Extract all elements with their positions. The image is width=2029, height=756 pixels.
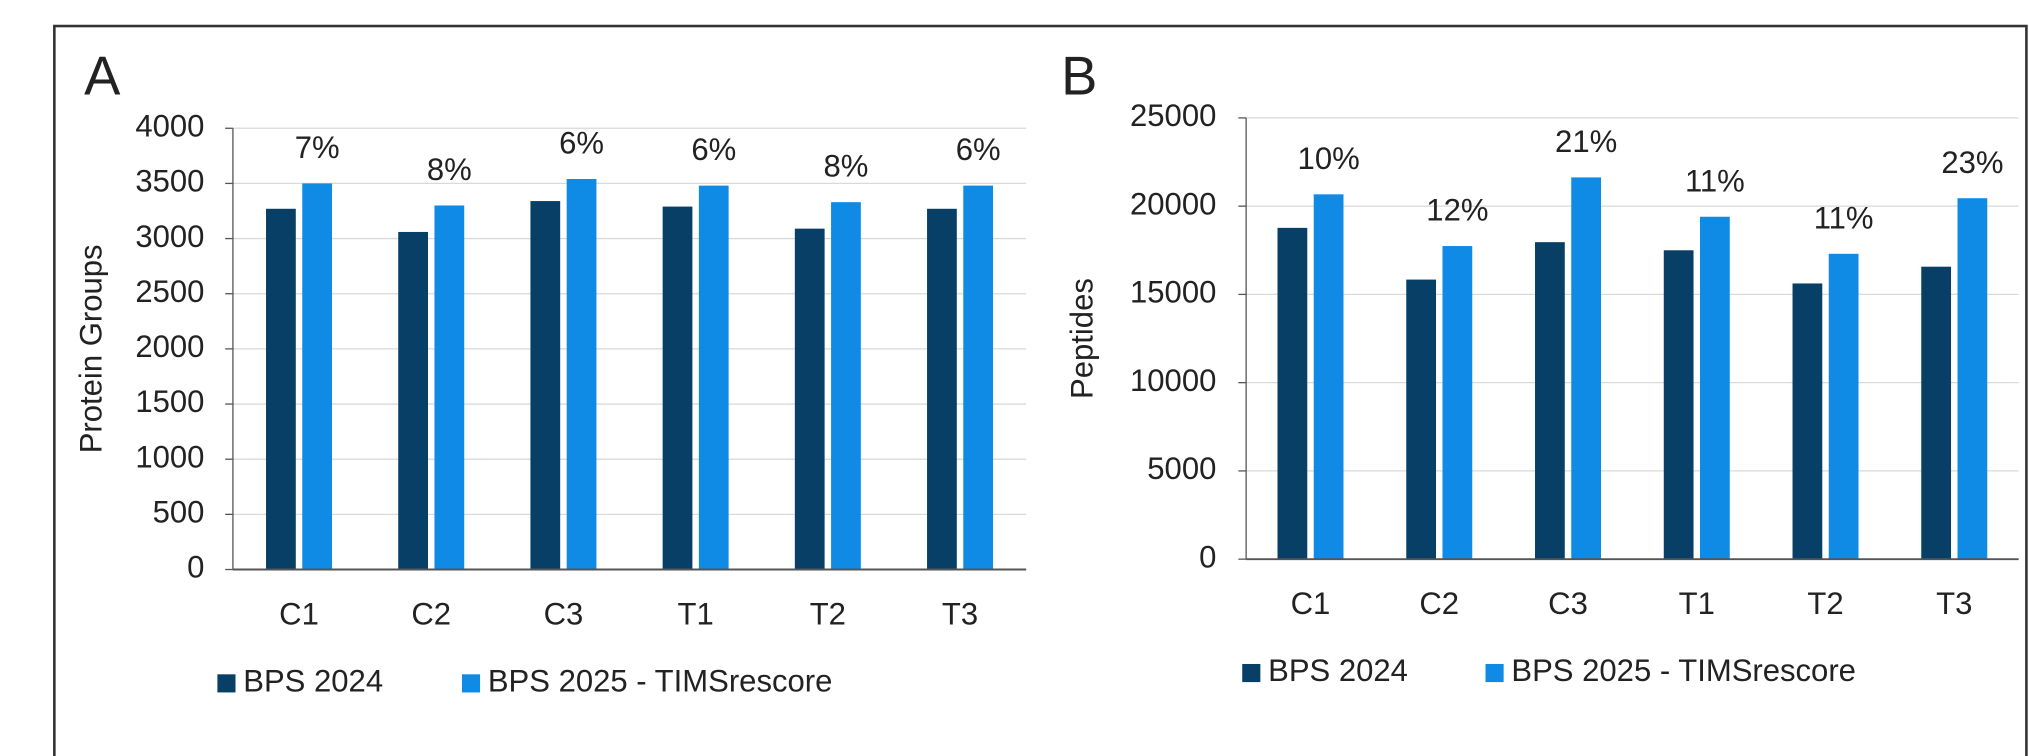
frame — [53, 24, 2028, 756]
percent-label: 6% — [559, 126, 604, 161]
y-tick-label: 1000 — [135, 439, 204, 474]
y-axis-label: Protein Groups — [73, 244, 108, 453]
percent-label: 8% — [824, 149, 869, 184]
legend-swatch — [1485, 663, 1504, 683]
bar — [927, 208, 957, 570]
bar — [1663, 250, 1694, 560]
x-tick-label: C1 — [1291, 586, 1331, 621]
x-tick-label: C3 — [1548, 586, 1588, 621]
legend-swatch — [461, 674, 481, 693]
bar — [1406, 279, 1437, 560]
legend-label: BPS 2024 — [1268, 653, 1408, 688]
bar — [266, 208, 296, 570]
y-tick-label: 1500 — [135, 384, 204, 419]
x-tick-label: C2 — [1419, 586, 1459, 621]
y-axis-label: Peptides — [1065, 278, 1100, 399]
percent-label: 10% — [1298, 141, 1360, 176]
bar — [302, 183, 333, 570]
y-tick-label: 5000 — [1147, 451, 1216, 486]
x-tick-label: T3 — [942, 596, 978, 631]
percent-label: 11% — [1685, 163, 1745, 198]
legend-swatch — [217, 674, 236, 693]
bar — [1921, 266, 1952, 560]
x-tick-label: T2 — [1807, 586, 1843, 621]
bar — [662, 206, 693, 570]
x-tick-label: C2 — [411, 596, 451, 631]
legend-swatch — [1242, 663, 1261, 683]
percent-label: 6% — [691, 132, 736, 167]
x-tick-label: C1 — [279, 596, 319, 631]
bar — [1699, 216, 1730, 560]
legend-label: BPS 2025 - TIMSrescore — [1511, 653, 1856, 688]
x-tick-label: T3 — [1936, 586, 1972, 621]
y-tick-label: 25000 — [1130, 98, 1216, 133]
bar — [1442, 246, 1473, 560]
y-tick-label: 4000 — [135, 108, 204, 143]
legend-label: BPS 2025 - TIMSrescore — [488, 664, 833, 699]
bar — [1828, 253, 1859, 560]
bar — [566, 179, 597, 570]
bar — [794, 228, 825, 570]
percent-label: 8% — [427, 152, 472, 187]
bar — [1313, 194, 1344, 560]
bar — [1571, 177, 1602, 560]
bar — [530, 201, 561, 570]
bar — [831, 202, 861, 570]
y-tick-label: 3000 — [135, 219, 204, 254]
y-tick-label: 15000 — [1130, 275, 1216, 310]
y-tick-label: 0 — [1199, 539, 1216, 574]
percent-label: 6% — [956, 132, 1001, 167]
y-tick-label: 3500 — [135, 164, 204, 199]
percent-label: 12% — [1426, 193, 1488, 228]
x-tick-label: T1 — [678, 596, 714, 631]
bar — [1957, 198, 1988, 560]
panel-label: B — [1061, 46, 1097, 107]
y-tick-label: 0 — [187, 550, 204, 585]
bar — [1535, 242, 1565, 560]
bar — [398, 231, 428, 570]
bar — [1792, 283, 1823, 560]
bar — [698, 185, 729, 570]
x-tick-label: C3 — [544, 596, 584, 631]
y-tick-label: 2500 — [135, 274, 204, 309]
y-tick-label: 10000 — [1130, 363, 1216, 398]
percent-label: 21% — [1555, 124, 1617, 159]
bar — [434, 205, 465, 570]
percent-label: 7% — [295, 130, 340, 165]
y-tick-label: 2000 — [135, 329, 204, 364]
legend-label: BPS 2024 — [243, 664, 383, 699]
bar — [963, 185, 994, 570]
y-tick-label: 500 — [153, 495, 205, 530]
bar — [1277, 227, 1308, 560]
percent-label: 23% — [1941, 145, 2003, 180]
x-tick-label: T2 — [810, 596, 846, 631]
x-tick-label: T1 — [1679, 586, 1715, 621]
percent-label: 11% — [1814, 200, 1874, 235]
y-tick-label: 20000 — [1130, 186, 1216, 221]
panel-label: A — [84, 46, 121, 107]
